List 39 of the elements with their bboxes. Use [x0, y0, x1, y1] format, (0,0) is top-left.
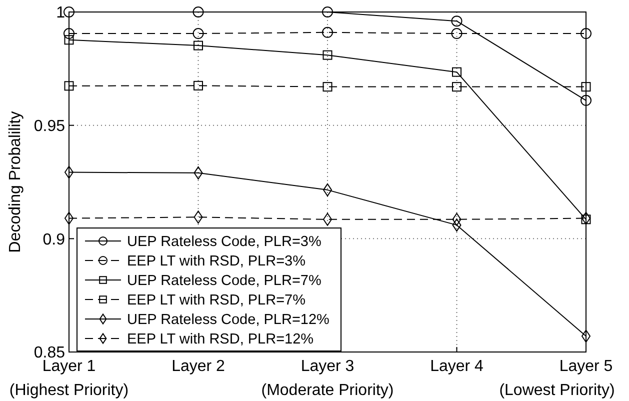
point [322, 6, 333, 18]
point [322, 82, 332, 92]
point [322, 50, 332, 60]
y-tick-label: 0.95 [34, 118, 66, 135]
point [194, 40, 203, 50]
legend-label: EEP LT with RSD, PLR=12% [127, 332, 314, 348]
point [322, 26, 333, 38]
x-tick-label: Layer 3 (Moderate Priority) [261, 358, 394, 399]
point [194, 210, 203, 224]
point [452, 82, 462, 92]
point [194, 166, 203, 180]
point [581, 214, 591, 224]
x-tick-label: Layer 2 [172, 358, 226, 375]
legend-label: UEP Rateless Code, PLR=12% [127, 312, 330, 328]
point [451, 16, 462, 27]
point [64, 28, 74, 40]
point [452, 212, 462, 226]
point [452, 218, 462, 232]
legend-label: EEP LT with RSD, PLR=3% [127, 254, 306, 270]
x-tick-label: Layer 5 (Lowest Priority) [499, 358, 615, 399]
y-tick-label: 0.9 [42, 231, 66, 248]
point [581, 82, 591, 92]
y-axis-title: Decoding Probalility [7, 111, 24, 253]
point [194, 80, 203, 90]
point [452, 67, 462, 77]
point [64, 81, 74, 91]
point [192, 28, 204, 40]
legend-label: EEP LT with RSD, PLR=7% [127, 292, 306, 309]
point [451, 28, 462, 40]
legend-label: UEP Rateless Code, PLR=3% [127, 234, 322, 250]
x-tick-label: Layer 4 [430, 358, 484, 375]
point [64, 35, 74, 45]
point [580, 94, 592, 106]
legend-label: UEP Rateless Code, PLR=7% [127, 273, 322, 290]
x-tick-label: Layer 1 (Highest Priority) [9, 358, 129, 399]
point [580, 28, 592, 40]
point [64, 6, 74, 18]
point [192, 6, 204, 18]
y-tick-label: 1 [56, 4, 66, 22]
